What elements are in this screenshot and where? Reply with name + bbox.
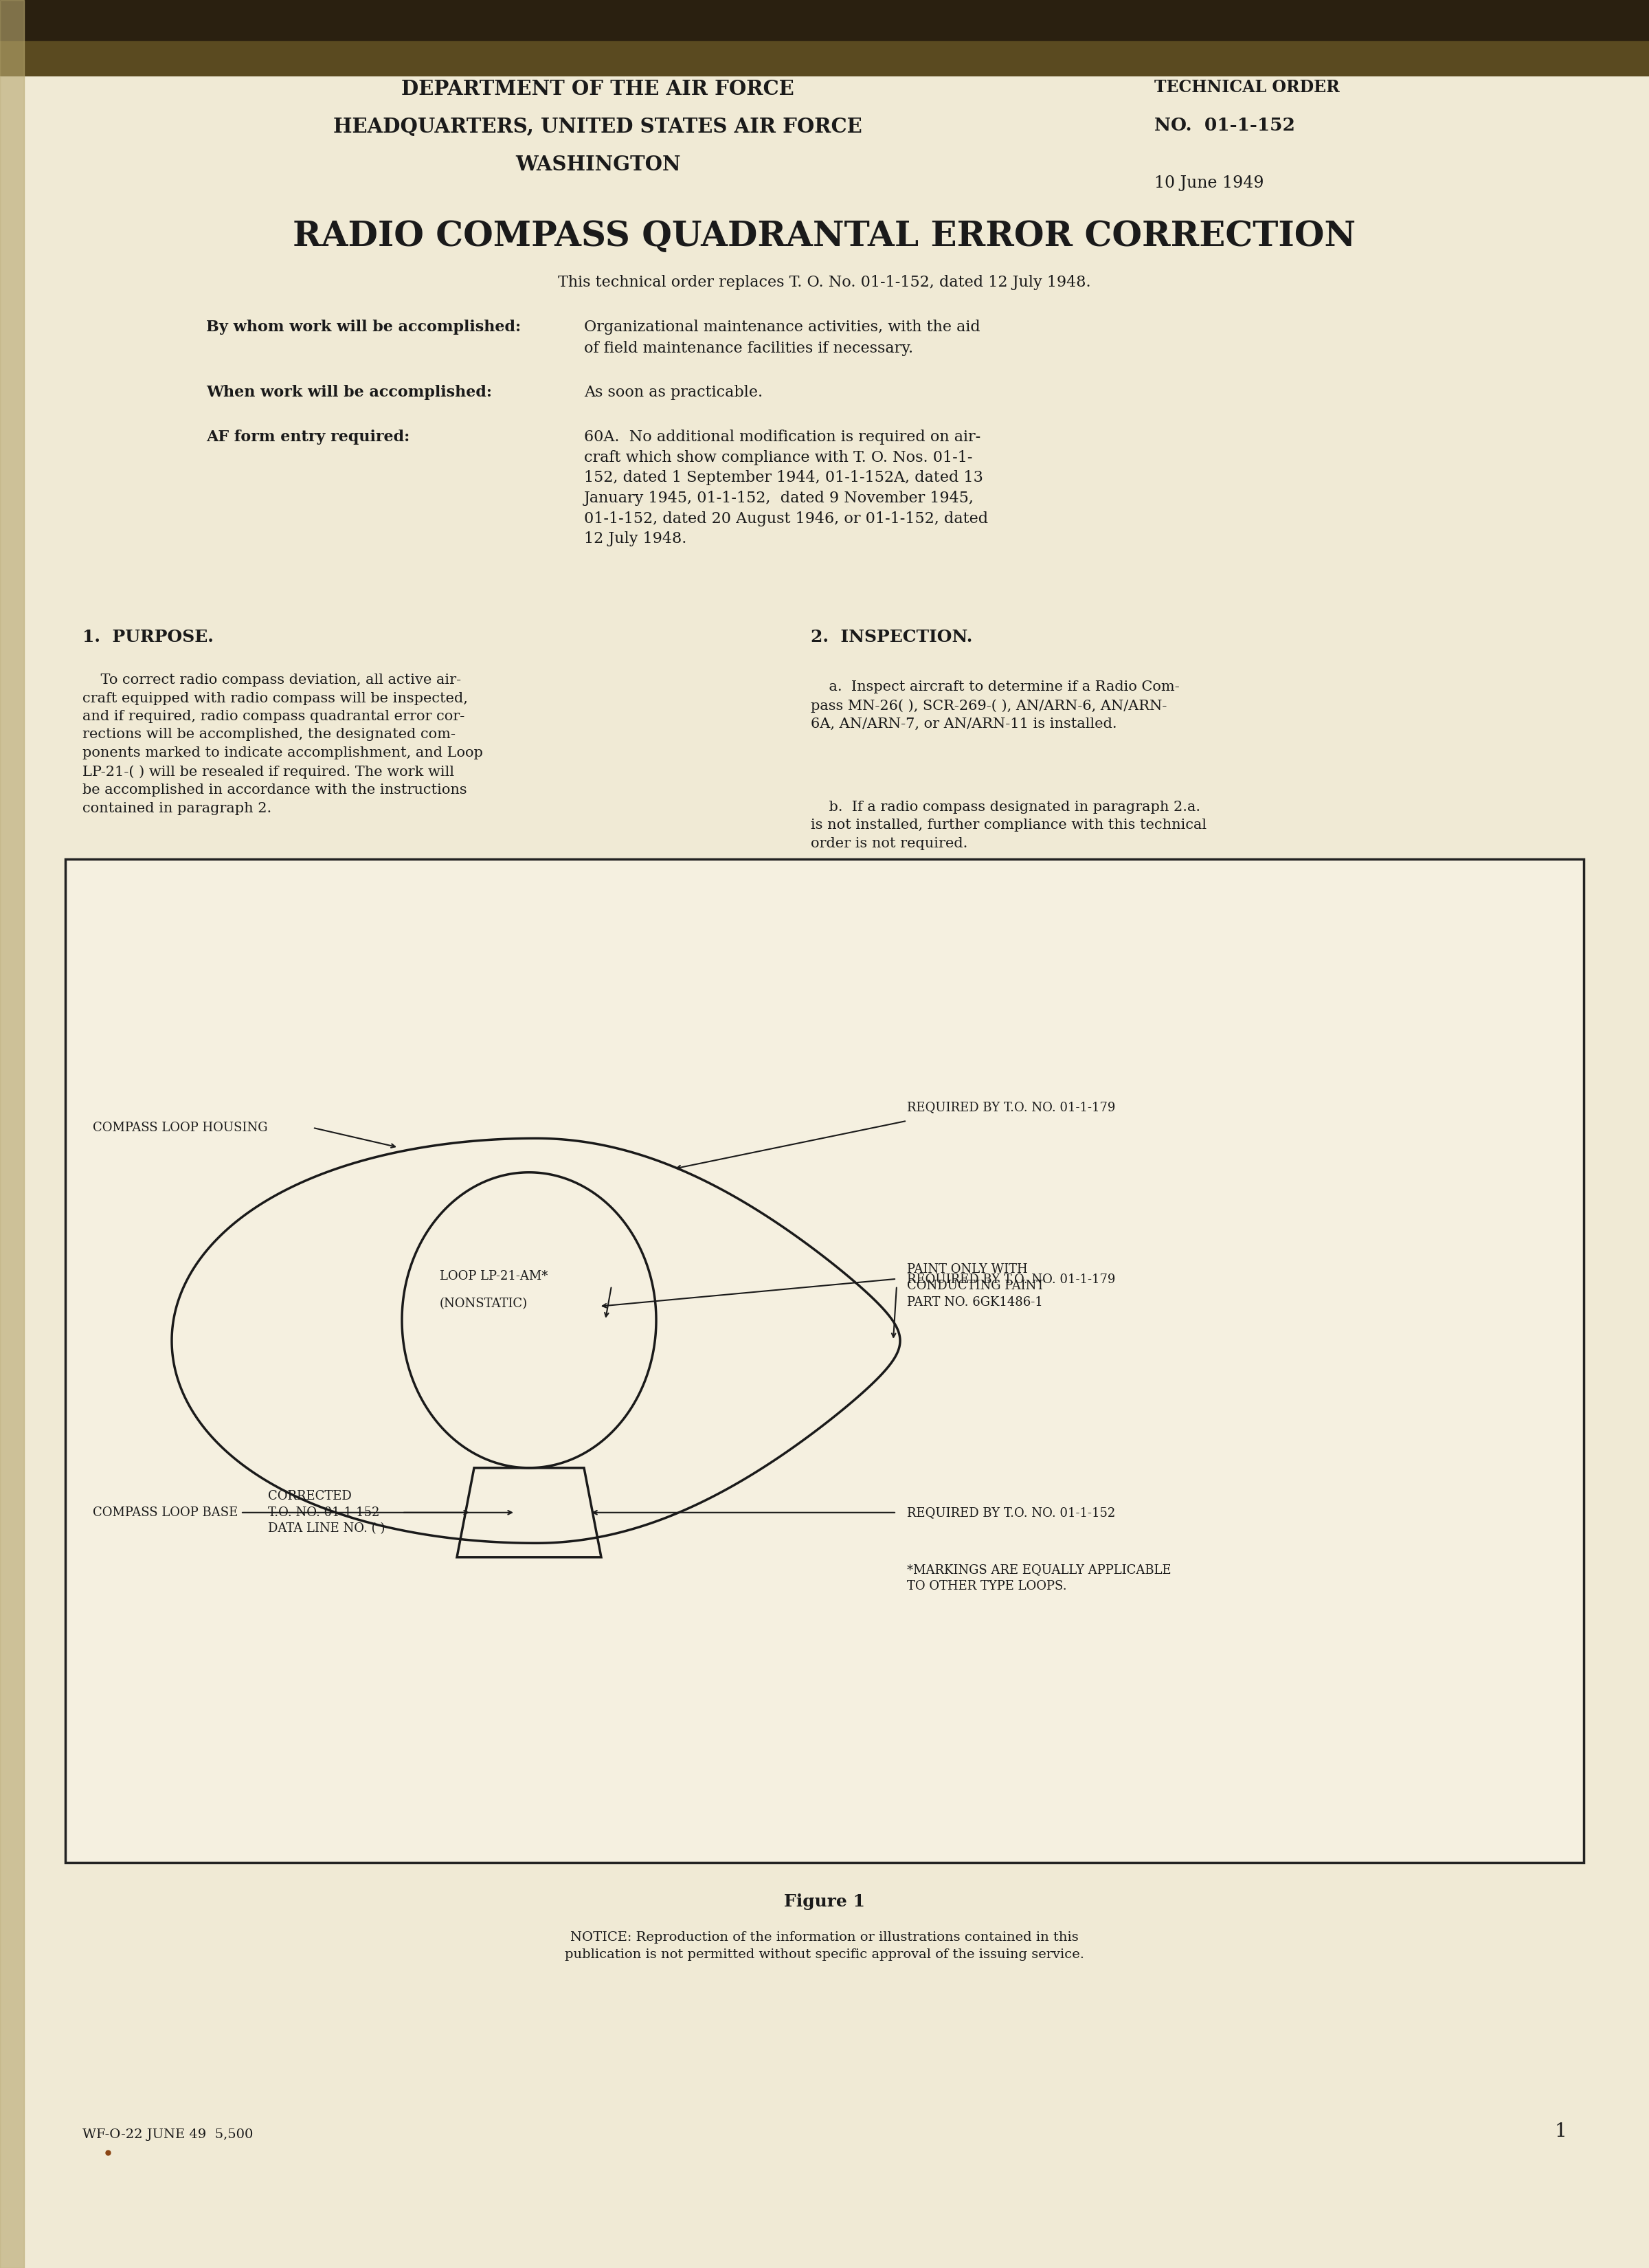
Text: a.  Inspect aircraft to determine if a Radio Com-
pass MN-26( ), SCR-269-( ), AN: a. Inspect aircraft to determine if a Ra…	[811, 680, 1179, 730]
Text: LOOP LP-21-AM*: LOOP LP-21-AM*	[440, 1270, 547, 1281]
Text: 10 June 1949: 10 June 1949	[1154, 175, 1263, 191]
Bar	[66, 860, 1583, 1862]
Text: COMPASS LOOP HOUSING: COMPASS LOOP HOUSING	[92, 1120, 267, 1134]
Text: NOTICE: Reproduction of the information or illustrations contained in this
publi: NOTICE: Reproduction of the information …	[564, 1932, 1085, 1962]
Text: WF-O-22 JUNE 49  5,500: WF-O-22 JUNE 49 5,500	[82, 2127, 252, 2141]
Text: AF form entry required:: AF form entry required:	[206, 429, 409, 445]
Text: (NONSTATIC): (NONSTATIC)	[440, 1297, 528, 1311]
Text: TECHNICAL ORDER: TECHNICAL ORDER	[1154, 79, 1339, 95]
Text: CORRECTED
T.O. NO. 01-1-152
DATA LINE NO. ( ): CORRECTED T.O. NO. 01-1-152 DATA LINE NO…	[267, 1490, 384, 1535]
Text: b.  If a radio compass designated in paragraph 2.a.
is not installed, further co: b. If a radio compass designated in para…	[811, 801, 1207, 850]
Text: REQUIRED BY T.O. NO. 01-1-179: REQUIRED BY T.O. NO. 01-1-179	[907, 1272, 1115, 1286]
Text: WASHINGTON: WASHINGTON	[514, 154, 681, 175]
Bar	[0, 0, 25, 2268]
Text: HEADQUARTERS, UNITED STATES AIR FORCE: HEADQUARTERS, UNITED STATES AIR FORCE	[333, 118, 862, 136]
Bar	[0, 0, 1649, 41]
Text: REQUIRED BY T.O. NO. 01-1-179: REQUIRED BY T.O. NO. 01-1-179	[907, 1100, 1115, 1114]
Text: PAINT ONLY WITH
CONDUCTING PAINT
PART NO. 6GK1486-1: PAINT ONLY WITH CONDUCTING PAINT PART NO…	[907, 1263, 1044, 1309]
Text: 1.  PURPOSE.: 1. PURPOSE.	[82, 628, 214, 646]
Text: RADIO COMPASS QUADRANTAL ERROR CORRECTION: RADIO COMPASS QUADRANTAL ERROR CORRECTIO…	[294, 220, 1355, 254]
Text: *MARKINGS ARE EQUALLY APPLICABLE
TO OTHER TYPE LOOPS.: *MARKINGS ARE EQUALLY APPLICABLE TO OTHE…	[907, 1563, 1171, 1592]
Text: 60A.  No additional modification is required on air-
craft which show compliance: 60A. No additional modification is requi…	[584, 429, 988, 547]
Text: COMPASS LOOP BASE: COMPASS LOOP BASE	[92, 1506, 237, 1520]
Text: 1: 1	[1555, 2123, 1567, 2141]
Text: By whom work will be accomplished:: By whom work will be accomplished:	[206, 320, 521, 336]
Bar	[0, 41, 1649, 75]
Text: Figure 1: Figure 1	[783, 1894, 866, 1910]
Text: 2.  INSPECTION.: 2. INSPECTION.	[811, 628, 973, 646]
Text: Organizational maintenance activities, with the aid
of field maintenance facilit: Organizational maintenance activities, w…	[584, 320, 980, 356]
Text: As soon as practicable.: As soon as practicable.	[584, 386, 763, 399]
Text: This technical order replaces T. O. No. 01-1-152, dated 12 July 1948.: This technical order replaces T. O. No. …	[557, 274, 1092, 290]
Text: NO.  01-1-152: NO. 01-1-152	[1154, 118, 1294, 134]
Text: When work will be accomplished:: When work will be accomplished:	[206, 386, 491, 399]
Text: To correct radio compass deviation, all active air-
craft equipped with radio co: To correct radio compass deviation, all …	[82, 674, 483, 814]
Text: REQUIRED BY T.O. NO. 01-1-152: REQUIRED BY T.O. NO. 01-1-152	[907, 1506, 1115, 1520]
Text: DEPARTMENT OF THE AIR FORCE: DEPARTMENT OF THE AIR FORCE	[401, 79, 795, 100]
